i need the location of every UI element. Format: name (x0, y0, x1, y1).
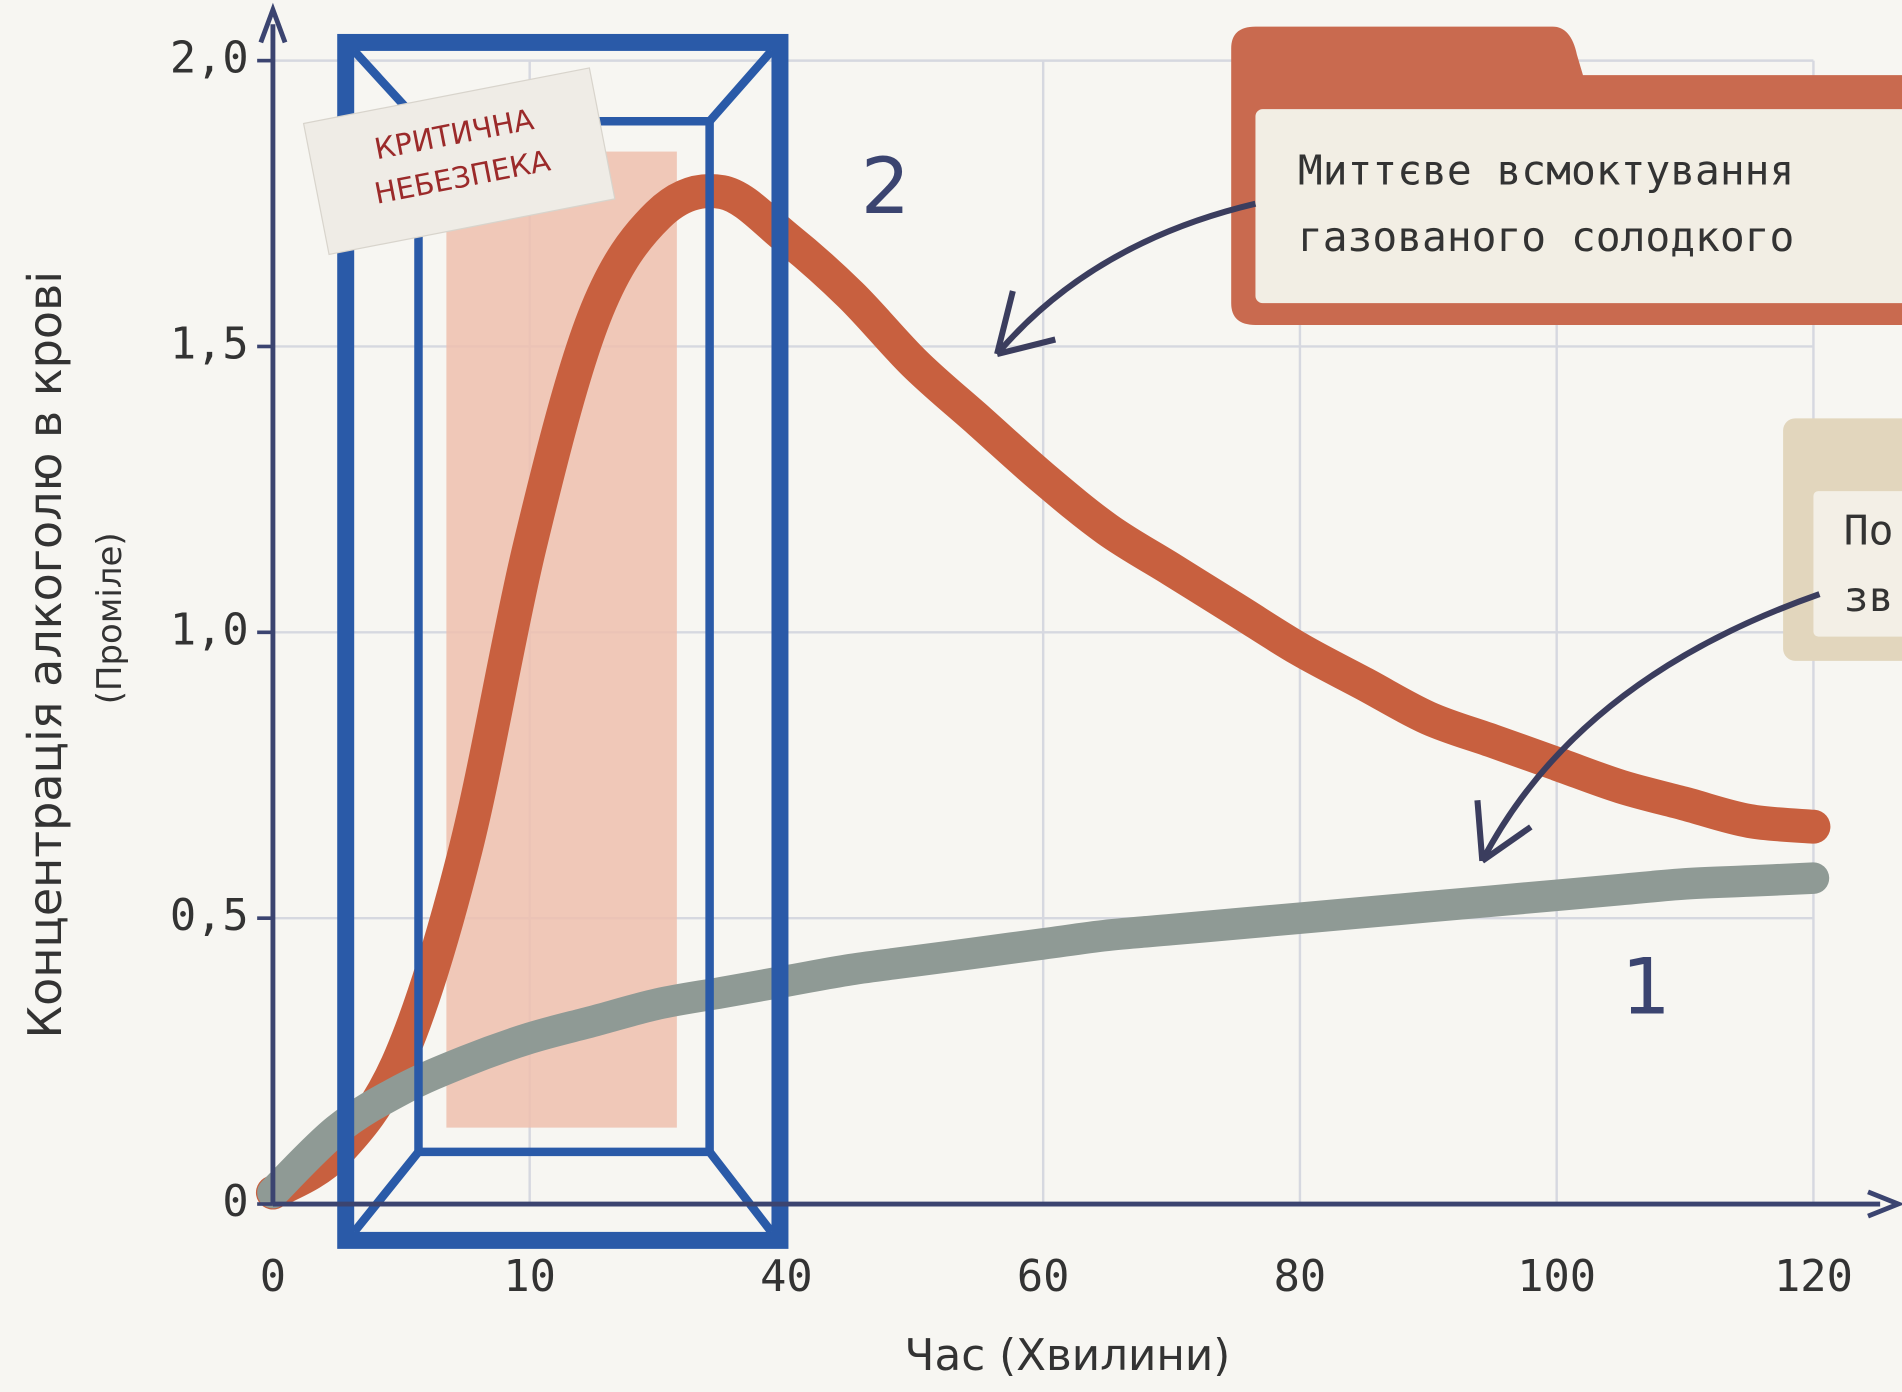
callout-text: газованого солодкого (1298, 213, 1794, 261)
x-tick-label: 60 (1017, 1251, 1070, 1302)
callout-text: По (1844, 507, 1894, 555)
callout-card (1255, 109, 1902, 303)
y-tick-label: 0 (222, 1176, 248, 1227)
shaded-zone (446, 152, 676, 1128)
x-tick-label: 0 (260, 1251, 286, 1302)
series-label: 2 (861, 142, 910, 232)
series-label: 1 (1621, 942, 1670, 1032)
x-tick-label: 120 (1774, 1251, 1853, 1302)
x-tick-label: 40 (760, 1251, 813, 1302)
callout-text: Миттєве всмоктування (1298, 146, 1794, 194)
callout-text: зв (1844, 573, 1894, 621)
x-tick-label: 10 (503, 1251, 556, 1302)
x-tick-label: 100 (1517, 1251, 1596, 1302)
y-tick-label: 1,5 (170, 318, 249, 369)
x-axis-title: Час (Хвилини) (905, 1330, 1231, 1381)
y-axis-subtitle: (Проміле) (90, 532, 130, 704)
page: КРИТИЧНА НЕБЕЗПЕКА Миттєве всмоктування … (0, 0, 1902, 1392)
x-tick-label: 80 (1274, 1251, 1327, 1302)
y-tick-label: 0,5 (170, 890, 249, 941)
y-tick-label: 2,0 (170, 33, 249, 84)
y-tick-label: 1,0 (170, 604, 249, 655)
y-axis-title: Концентрація алкоголю в крові (18, 271, 72, 1039)
chart: КРИТИЧНА НЕБЕЗПЕКА Миттєве всмоктування … (0, 0, 1902, 1392)
